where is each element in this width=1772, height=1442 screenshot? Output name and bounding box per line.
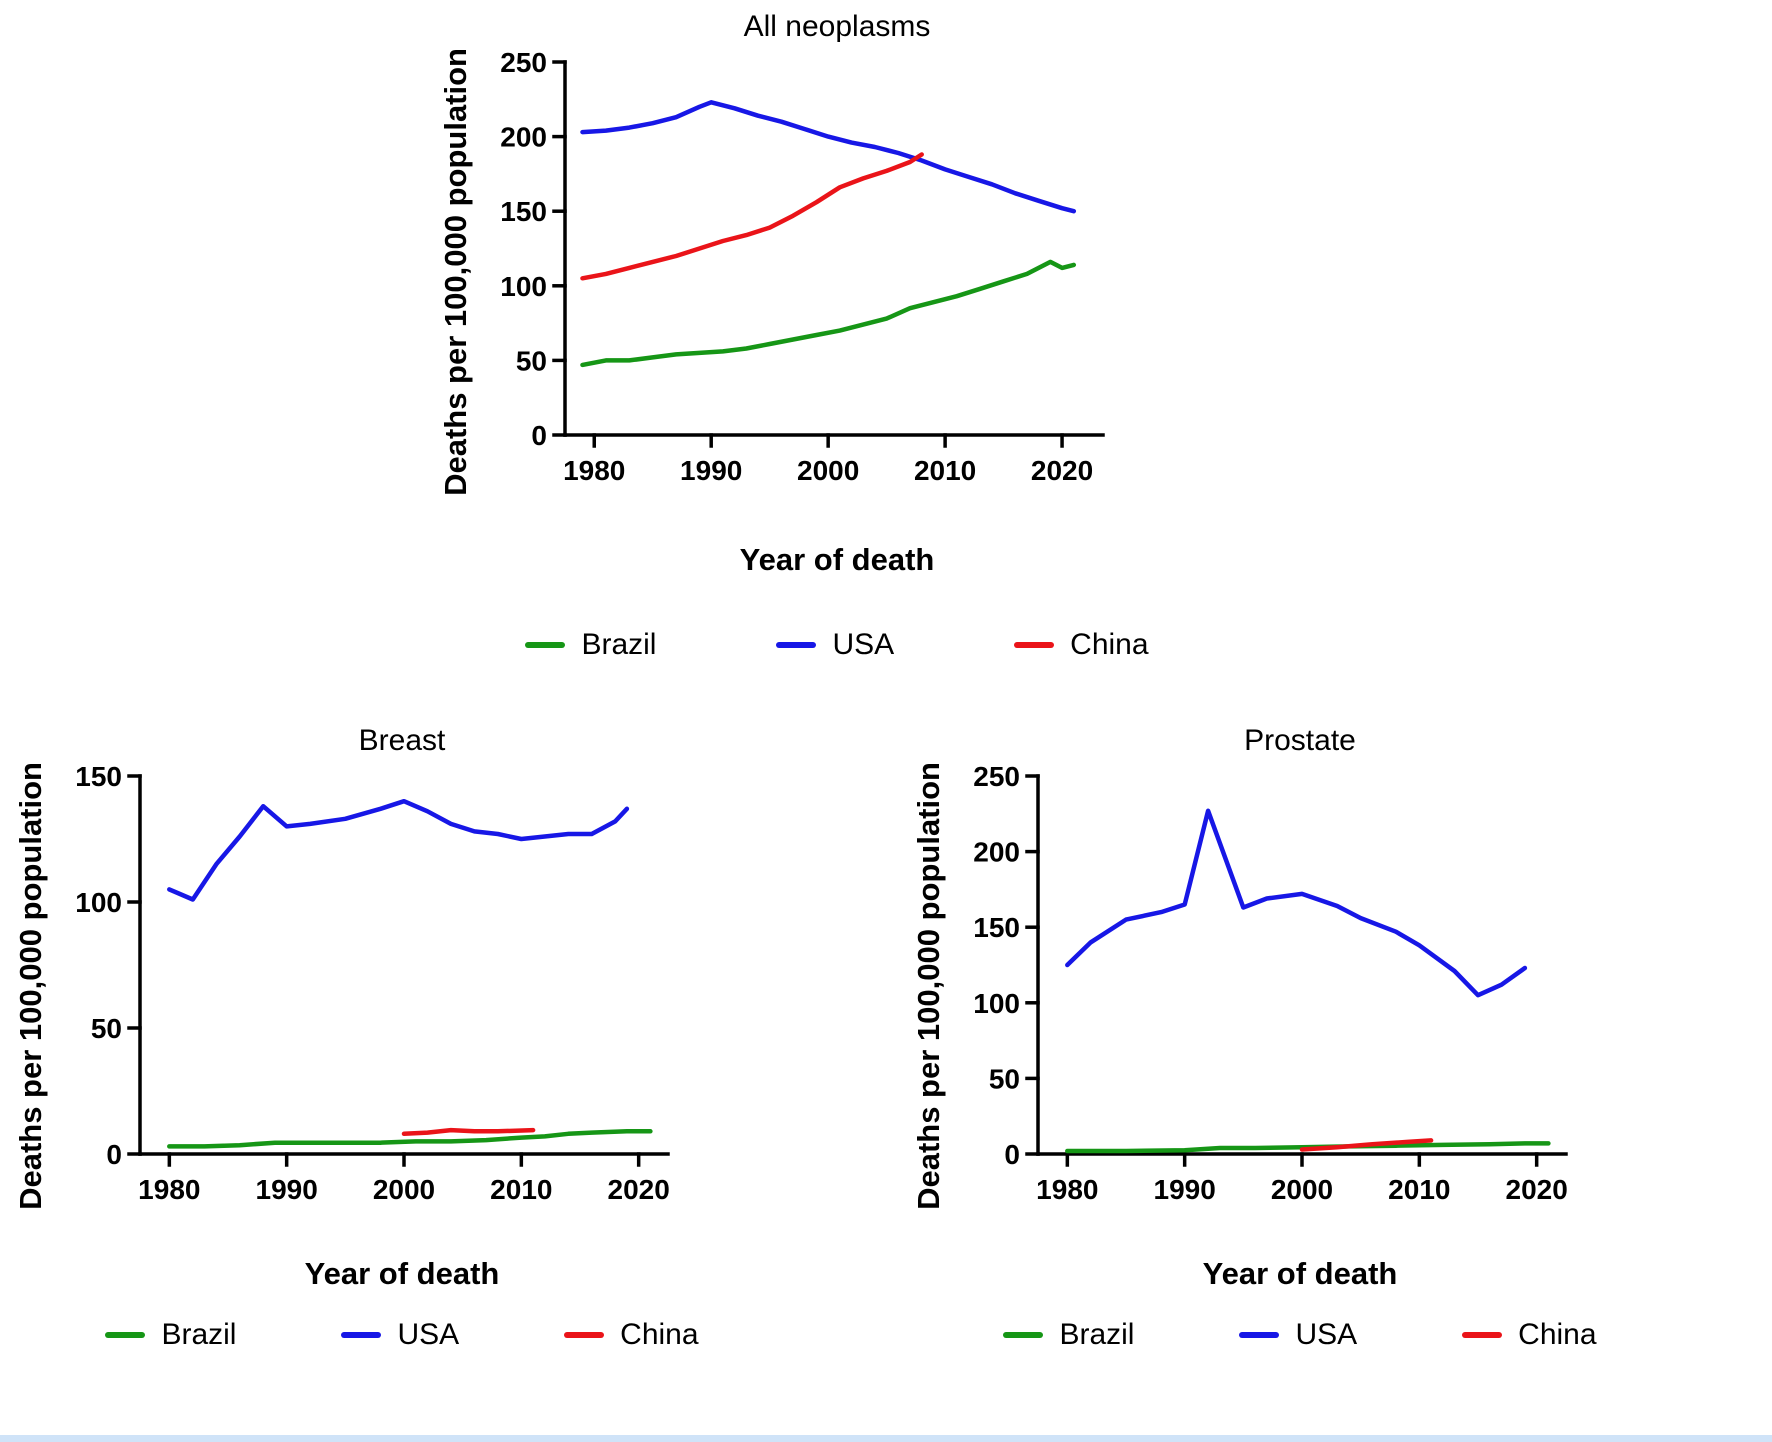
x-axis-label: Year of death bbox=[739, 541, 935, 577]
x-axis-label: Year of death bbox=[1202, 1255, 1398, 1291]
chart-legend: Brazil USA China bbox=[433, 627, 1149, 662]
brazil-line-swatch bbox=[525, 641, 566, 648]
svg-text:0: 0 bbox=[106, 1139, 122, 1170]
svg-text:2020: 2020 bbox=[1506, 1174, 1568, 1205]
svg-text:2010: 2010 bbox=[914, 455, 976, 486]
svg-text:50: 50 bbox=[91, 1013, 122, 1044]
chart-breast: Breast Deaths per 100,000 population 0 50… bbox=[8, 724, 704, 1352]
legend-label-usa: USA bbox=[1295, 1317, 1358, 1351]
legend-item-brazil: Brazil bbox=[525, 628, 656, 662]
svg-text:250: 250 bbox=[501, 48, 548, 78]
china-line-swatch bbox=[1462, 1331, 1503, 1338]
legend-label-usa: USA bbox=[832, 627, 895, 661]
chart-body: Deaths per 100,000 population 0 50 100 150 1… bbox=[8, 762, 704, 1254]
x-axis-label: Year of death bbox=[304, 1255, 500, 1291]
legend-label-brazil: Brazil bbox=[1059, 1317, 1135, 1351]
svg-text:2020: 2020 bbox=[608, 1174, 670, 1205]
y-axis-label: Deaths per 100,000 population bbox=[438, 48, 474, 496]
brazil-line-swatch bbox=[105, 1331, 146, 1338]
bottom-scroll-strip bbox=[0, 1435, 1772, 1442]
svg-text:1990: 1990 bbox=[1154, 1174, 1216, 1205]
legend-item-usa: USA bbox=[1239, 1318, 1357, 1352]
svg-text:100: 100 bbox=[501, 271, 548, 302]
legend-label-brazil: Brazil bbox=[161, 1317, 237, 1351]
chart-legend: Brazil USA China bbox=[906, 1318, 1602, 1352]
plot-prostate: 0 50 100 150 200 250 1980 1990 2000 2010 2020 bbox=[973, 762, 1568, 1205]
legend-item-usa: USA bbox=[341, 1318, 459, 1352]
svg-text:200: 200 bbox=[501, 122, 548, 153]
svg-text:200: 200 bbox=[973, 837, 1020, 868]
svg-text:0: 0 bbox=[532, 420, 548, 451]
legend-item-usa: USA bbox=[776, 628, 894, 662]
usa-line-swatch bbox=[1239, 1331, 1280, 1338]
svg-text:50: 50 bbox=[989, 1063, 1020, 1094]
svg-text:150: 150 bbox=[501, 196, 548, 227]
svg-text:2000: 2000 bbox=[797, 455, 859, 486]
chart-prostate: Prostate Deaths per 100,000 population 0… bbox=[906, 724, 1602, 1352]
usa-line-swatch bbox=[341, 1331, 382, 1338]
chart-title: Breast bbox=[358, 723, 446, 757]
svg-text:1990: 1990 bbox=[681, 455, 743, 486]
legend-item-brazil: Brazil bbox=[1003, 1318, 1134, 1352]
legend-item-china: China bbox=[1462, 1317, 1597, 1352]
svg-text:50: 50 bbox=[516, 345, 547, 376]
chart-title: Prostate bbox=[1244, 723, 1356, 757]
svg-text:1980: 1980 bbox=[564, 455, 626, 486]
svg-text:150: 150 bbox=[75, 762, 122, 792]
legend-label-china: China bbox=[620, 1317, 699, 1351]
china-line-swatch bbox=[564, 1331, 605, 1338]
plot-all-neoplasms: 0 50 100 150 200 250 1980 1990 2000 2010 2020 bbox=[501, 48, 1106, 486]
legend-label-usa: USA bbox=[397, 1317, 460, 1351]
chart-body: Deaths per 100,000 population 0 50 100 150 2… bbox=[433, 48, 1148, 540]
chart-body: Deaths per 100,000 population 0 50 100 150 2… bbox=[906, 762, 1602, 1254]
y-axis-label-wrap: Deaths per 100,000 population bbox=[8, 762, 54, 1254]
svg-text:2010: 2010 bbox=[1388, 1174, 1450, 1205]
svg-text:100: 100 bbox=[75, 887, 122, 918]
y-axis-label-wrap: Deaths per 100,000 population bbox=[906, 762, 952, 1254]
svg-text:1990: 1990 bbox=[256, 1174, 318, 1205]
legend-item-brazil: Brazil bbox=[105, 1318, 236, 1352]
brazil-line-swatch bbox=[1003, 1331, 1044, 1338]
svg-text:2000: 2000 bbox=[373, 1174, 435, 1205]
usa-line-swatch bbox=[776, 641, 817, 648]
china-line-swatch bbox=[1014, 641, 1055, 648]
chart-legend: Brazil USA China bbox=[8, 1318, 704, 1352]
bottom-row: Breast Deaths per 100,000 population 0 50… bbox=[0, 724, 1772, 1352]
plot-breast: 0 50 100 150 1980 1990 2000 2010 2020 bbox=[75, 762, 670, 1205]
legend-label-china: China bbox=[1518, 1317, 1597, 1351]
legend-label-china: China bbox=[1070, 627, 1149, 661]
svg-text:0: 0 bbox=[1004, 1139, 1020, 1170]
y-axis-label-wrap: Deaths per 100,000 population bbox=[433, 48, 479, 540]
svg-text:2020: 2020 bbox=[1031, 455, 1093, 486]
chart-all-neoplasms: All neoplasms Deaths per 100,000 populat… bbox=[433, 10, 1148, 662]
svg-text:2010: 2010 bbox=[490, 1174, 552, 1205]
legend-item-china: China bbox=[564, 1317, 699, 1352]
y-axis-label: Deaths per 100,000 population bbox=[13, 761, 48, 1210]
svg-text:250: 250 bbox=[973, 762, 1020, 792]
svg-text:100: 100 bbox=[973, 988, 1020, 1019]
svg-text:1980: 1980 bbox=[1036, 1174, 1098, 1205]
svg-text:2000: 2000 bbox=[1271, 1174, 1333, 1205]
top-row: All neoplasms Deaths per 100,000 populat… bbox=[0, 0, 1772, 662]
svg-text:1980: 1980 bbox=[138, 1174, 200, 1205]
y-axis-label: Deaths per 100,000 population bbox=[911, 761, 946, 1210]
legend-label-brazil: Brazil bbox=[581, 627, 657, 661]
chart-title: All neoplasms bbox=[743, 10, 931, 43]
legend-item-china: China bbox=[1014, 627, 1149, 662]
svg-text:150: 150 bbox=[973, 912, 1020, 943]
